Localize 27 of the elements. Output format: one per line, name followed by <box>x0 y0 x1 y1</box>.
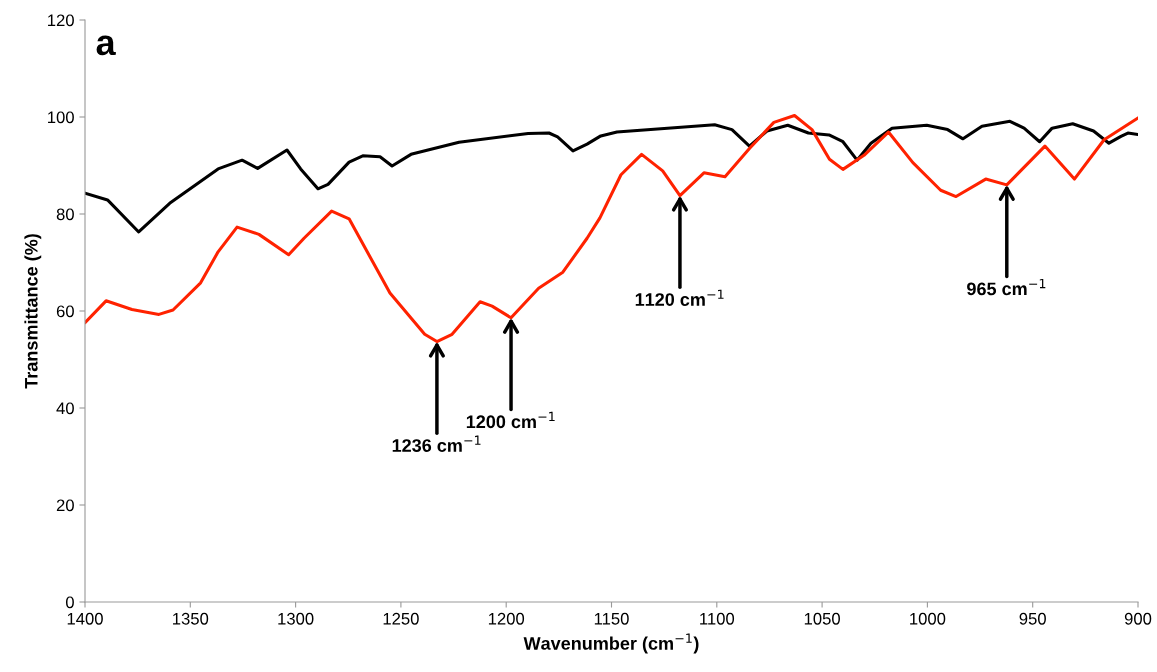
y-tick-label: 120 <box>48 14 74 27</box>
y-axis-title: Transmittance (%) <box>24 234 42 389</box>
annotation: 1200 cm$^{−1}$ <box>466 411 555 429</box>
x-tick-label: 1350 <box>173 612 209 625</box>
x-tick-label: 1200 <box>488 612 525 625</box>
x-tick-label: 1150 <box>594 612 629 625</box>
x-tick-label: 1100 <box>700 612 735 625</box>
chart-title: a <box>96 35 116 56</box>
x-axis-title: Wavenumber (cm$^{−1}$) <box>523 633 699 654</box>
y-tick-label: 20 <box>56 499 74 512</box>
y-tick-label: 0 <box>65 596 74 609</box>
x-tick-label: 900 <box>1124 612 1152 625</box>
y-tick-label: 40 <box>56 402 74 415</box>
line-series <box>85 114 1138 344</box>
x-tick-label: 1400 <box>67 612 103 625</box>
x-tick-label: 1300 <box>278 612 314 625</box>
x-tick-label: 950 <box>1019 612 1046 625</box>
y-tick-label: 100 <box>48 111 74 124</box>
x-tick-label: 1050 <box>804 612 840 625</box>
y-tick-label: 80 <box>56 208 74 221</box>
annotation: 965 cm$^{−1}$ <box>967 278 1046 296</box>
line-series <box>85 119 1138 234</box>
x-tick-label: 1250 <box>383 612 419 625</box>
annotation: 1120 cm$^{−1}$ <box>635 289 724 306</box>
x-tick-label: 1000 <box>910 612 946 625</box>
annotation: 1236 cm$^{−1}$ <box>392 435 481 452</box>
y-tick-label: 60 <box>56 305 74 318</box>
